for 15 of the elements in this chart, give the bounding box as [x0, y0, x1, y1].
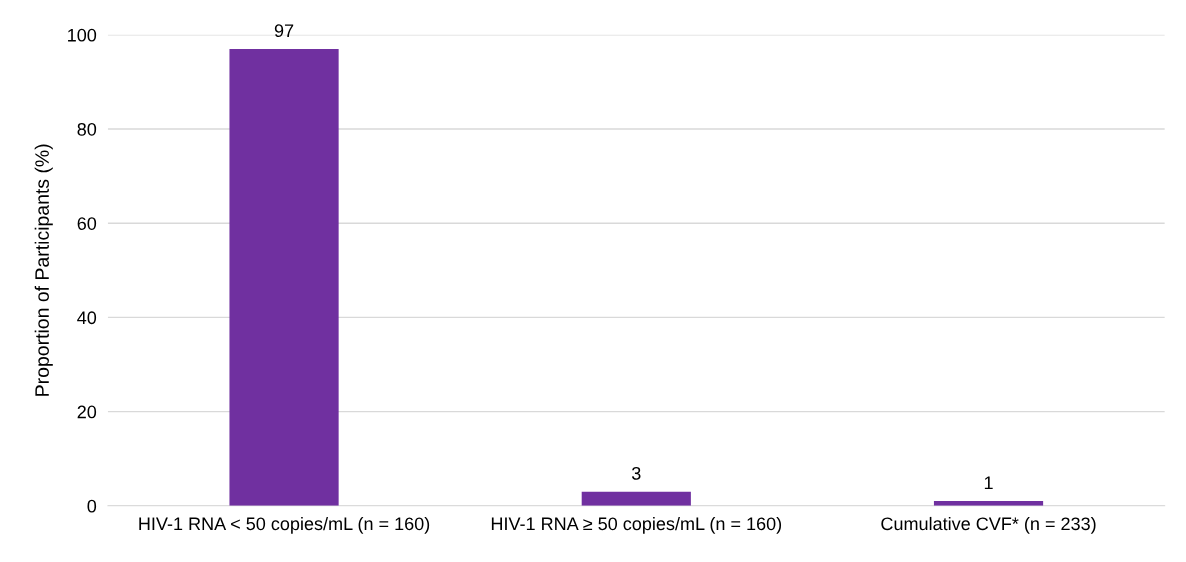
data-label: 3 — [631, 466, 641, 480]
y-tick-label: 40 — [77, 311, 97, 325]
data-label: 1 — [984, 476, 993, 490]
y-tick-label: 100 — [68, 28, 97, 42]
data-label: 97 — [274, 24, 294, 38]
bar — [229, 48, 339, 506]
y-tick-label: 20 — [77, 405, 97, 419]
bar — [581, 491, 691, 506]
x-tick-label: Cumulative CVF* (n = 233) — [881, 516, 1096, 534]
x-tick-label: HIV-1 RNA ≥ 50 copies/mL (n = 160) — [491, 516, 782, 534]
x-tick-label: HIV-1 RNA < 50 copies/mL (n = 160) — [139, 516, 430, 534]
y-tick-label: 0 — [87, 499, 97, 513]
y-axis-title: Proportion of Participants (%) — [34, 144, 53, 396]
y-tick-label: 80 — [77, 122, 97, 136]
y-tick-label: 60 — [77, 217, 97, 230]
